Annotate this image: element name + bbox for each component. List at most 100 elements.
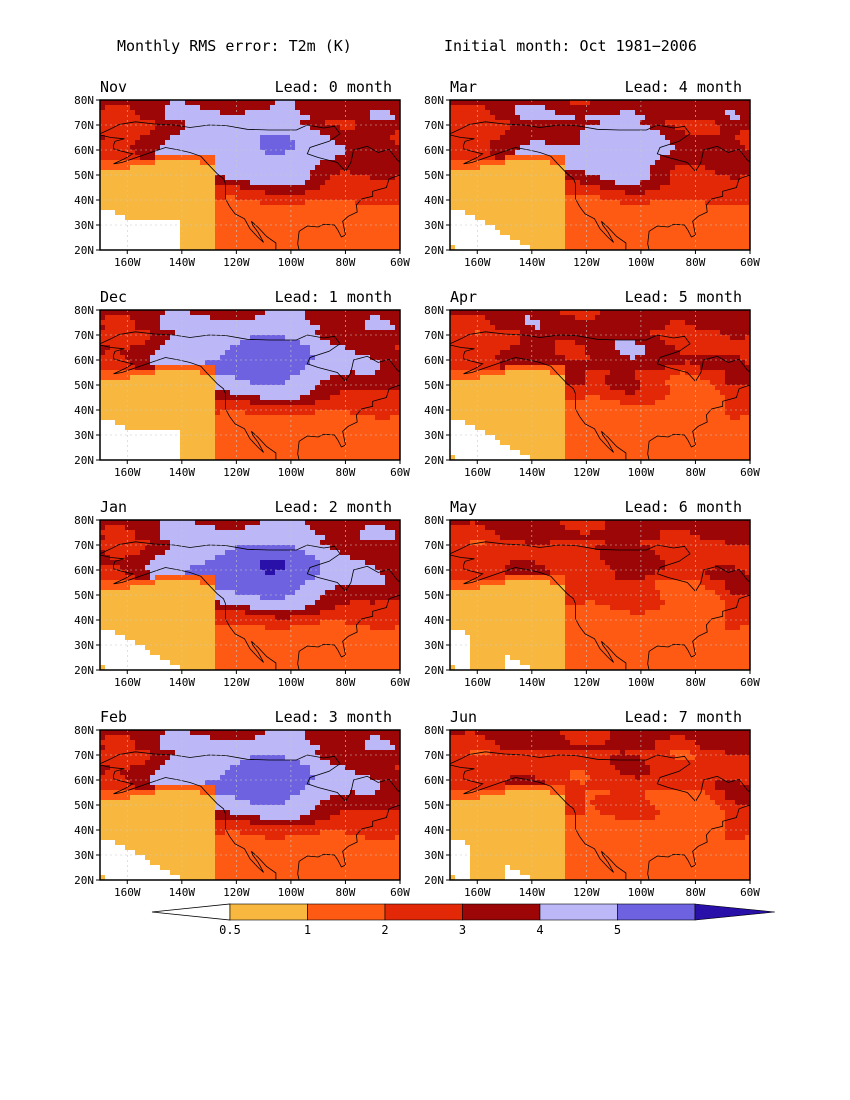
lat-tick-label: 30N: [424, 849, 444, 862]
map-panel-feb: 80N 70N 60N 50N 40N 30N 20N 160W 140W 120W 100W 80W…: [74, 708, 410, 899]
lon-tick-label: 100W: [628, 676, 655, 689]
coastline: [100, 121, 400, 250]
lat-tick-label: 20N: [74, 244, 94, 257]
lon-tick-label: 60W: [390, 466, 410, 479]
lat-tick-label: 30N: [74, 429, 94, 442]
lon-tick-label: 60W: [740, 466, 760, 479]
lon-tick-label: 160W: [464, 676, 491, 689]
lon-tick-label: 80W: [686, 256, 706, 269]
lon-tick-label: 160W: [114, 256, 141, 269]
lat-tick-label: 40N: [424, 194, 444, 207]
map-panels: 80N 70N 60N 50N 40N 30N 20N 160W 140W 120W 100W 80W…: [74, 78, 760, 899]
colorbar-under-triangle: [151, 903, 231, 921]
map-panel-apr: 80N 70N 60N 50N 40N 30N 20N 160W 140W 120W 100W 80W…: [424, 288, 760, 479]
lat-tick-label: 30N: [74, 849, 94, 862]
lat-tick-label: 80N: [74, 94, 94, 107]
rms-field: [450, 310, 750, 460]
lon-tick-label: 100W: [278, 676, 305, 689]
lon-tick-label: 100W: [628, 466, 655, 479]
map-panel-nov: 80N 70N 60N 50N 40N 30N 20N 160W 140W 120W 100W 80W…: [74, 78, 410, 269]
rms-field: [100, 730, 400, 880]
panel-lead-label: Lead: 6 month: [625, 498, 742, 516]
lon-tick-label: 60W: [740, 256, 760, 269]
lat-tick-label: 40N: [74, 404, 94, 417]
panel-month-label: Dec: [100, 288, 127, 306]
colorbar-segment: [384, 903, 463, 921]
lat-tick-label: 20N: [424, 874, 444, 887]
panel-lead-label: Lead: 5 month: [625, 288, 742, 306]
lat-tick-label: 30N: [424, 639, 444, 652]
lon-tick-label: 80W: [686, 466, 706, 479]
lon-tick-label: 140W: [519, 256, 546, 269]
panel-month-label: Nov: [100, 78, 127, 96]
rms-field: [450, 100, 750, 250]
lat-tick-label: 40N: [424, 824, 444, 837]
lat-tick-label: 20N: [424, 244, 444, 257]
lon-tick-label: 160W: [464, 256, 491, 269]
panel-lead-label: Lead: 4 month: [625, 78, 742, 96]
lat-tick-label: 80N: [74, 514, 94, 527]
coastline: [100, 541, 400, 670]
colorbar-segment: [539, 903, 618, 921]
lat-tick-label: 40N: [74, 614, 94, 627]
lat-tick-label: 30N: [74, 639, 94, 652]
lat-tick-label: 70N: [74, 539, 94, 552]
coastline: [100, 751, 400, 880]
colorbar-tick-label: 2: [381, 923, 388, 937]
lat-tick-label: 60N: [74, 564, 94, 577]
lat-tick-label: 40N: [424, 614, 444, 627]
colorbar-over-triangle: [694, 903, 776, 921]
colorbar-segment: [307, 903, 386, 921]
lon-tick-label: 160W: [464, 466, 491, 479]
lon-tick-label: 140W: [169, 676, 196, 689]
colorbar-segment: [462, 903, 541, 921]
lat-tick-label: 60N: [74, 144, 94, 157]
colorbar-tick-label: 3: [459, 923, 466, 937]
lon-tick-label: 100W: [278, 256, 305, 269]
map-panel-dec: 80N 70N 60N 50N 40N 30N 20N 160W 140W 120W 100W 80W…: [74, 288, 410, 479]
lon-tick-label: 60W: [390, 256, 410, 269]
rms-field: [450, 730, 750, 880]
lon-tick-label: 120W: [573, 886, 600, 899]
lon-tick-label: 80W: [336, 466, 356, 479]
coastline: [450, 541, 750, 670]
lat-tick-label: 20N: [424, 454, 444, 467]
lat-tick-label: 40N: [74, 194, 94, 207]
lat-tick-label: 50N: [424, 799, 444, 812]
lat-tick-label: 50N: [74, 169, 94, 182]
lat-tick-label: 70N: [74, 329, 94, 342]
lat-tick-label: 50N: [424, 379, 444, 392]
panel-lead-label: Lead: 0 month: [275, 78, 392, 96]
lat-tick-label: 60N: [424, 354, 444, 367]
panel-month-label: Jan: [100, 498, 127, 516]
lat-tick-label: 20N: [74, 454, 94, 467]
lon-tick-label: 100W: [278, 466, 305, 479]
rms-field: [100, 310, 400, 460]
map-panel-jan: 80N 70N 60N 50N 40N 30N 20N 160W 140W 120W 100W 80W…: [74, 498, 410, 689]
lon-tick-label: 140W: [169, 466, 196, 479]
lat-tick-label: 30N: [74, 219, 94, 232]
coastline: [450, 751, 750, 880]
lat-tick-label: 40N: [424, 404, 444, 417]
colorbar-segment: [617, 903, 696, 921]
lat-tick-label: 60N: [74, 354, 94, 367]
lon-tick-label: 120W: [223, 886, 250, 899]
lat-tick-label: 60N: [424, 774, 444, 787]
rms-field: [100, 520, 400, 670]
lon-tick-label: 120W: [223, 676, 250, 689]
lat-tick-label: 80N: [424, 94, 444, 107]
rms-field: [100, 100, 400, 250]
lat-tick-label: 70N: [424, 539, 444, 552]
lat-tick-label: 60N: [74, 774, 94, 787]
lat-tick-label: 80N: [424, 724, 444, 737]
lon-tick-label: 140W: [519, 466, 546, 479]
panel-lead-label: Lead: 1 month: [275, 288, 392, 306]
lat-tick-label: 70N: [424, 749, 444, 762]
map-panel-jun: 80N 70N 60N 50N 40N 30N 20N 160W 140W 120W 100W 80W…: [424, 708, 760, 899]
map-panel-may: 80N 70N 60N 50N 40N 30N 20N 160W 140W 120W 100W 80W…: [424, 498, 760, 689]
lon-tick-label: 100W: [628, 256, 655, 269]
lon-tick-label: 140W: [519, 886, 546, 899]
coastline: [450, 121, 750, 250]
map-panel-mar: 80N 70N 60N 50N 40N 30N 20N 160W 140W 120W 100W 80W…: [424, 78, 760, 269]
